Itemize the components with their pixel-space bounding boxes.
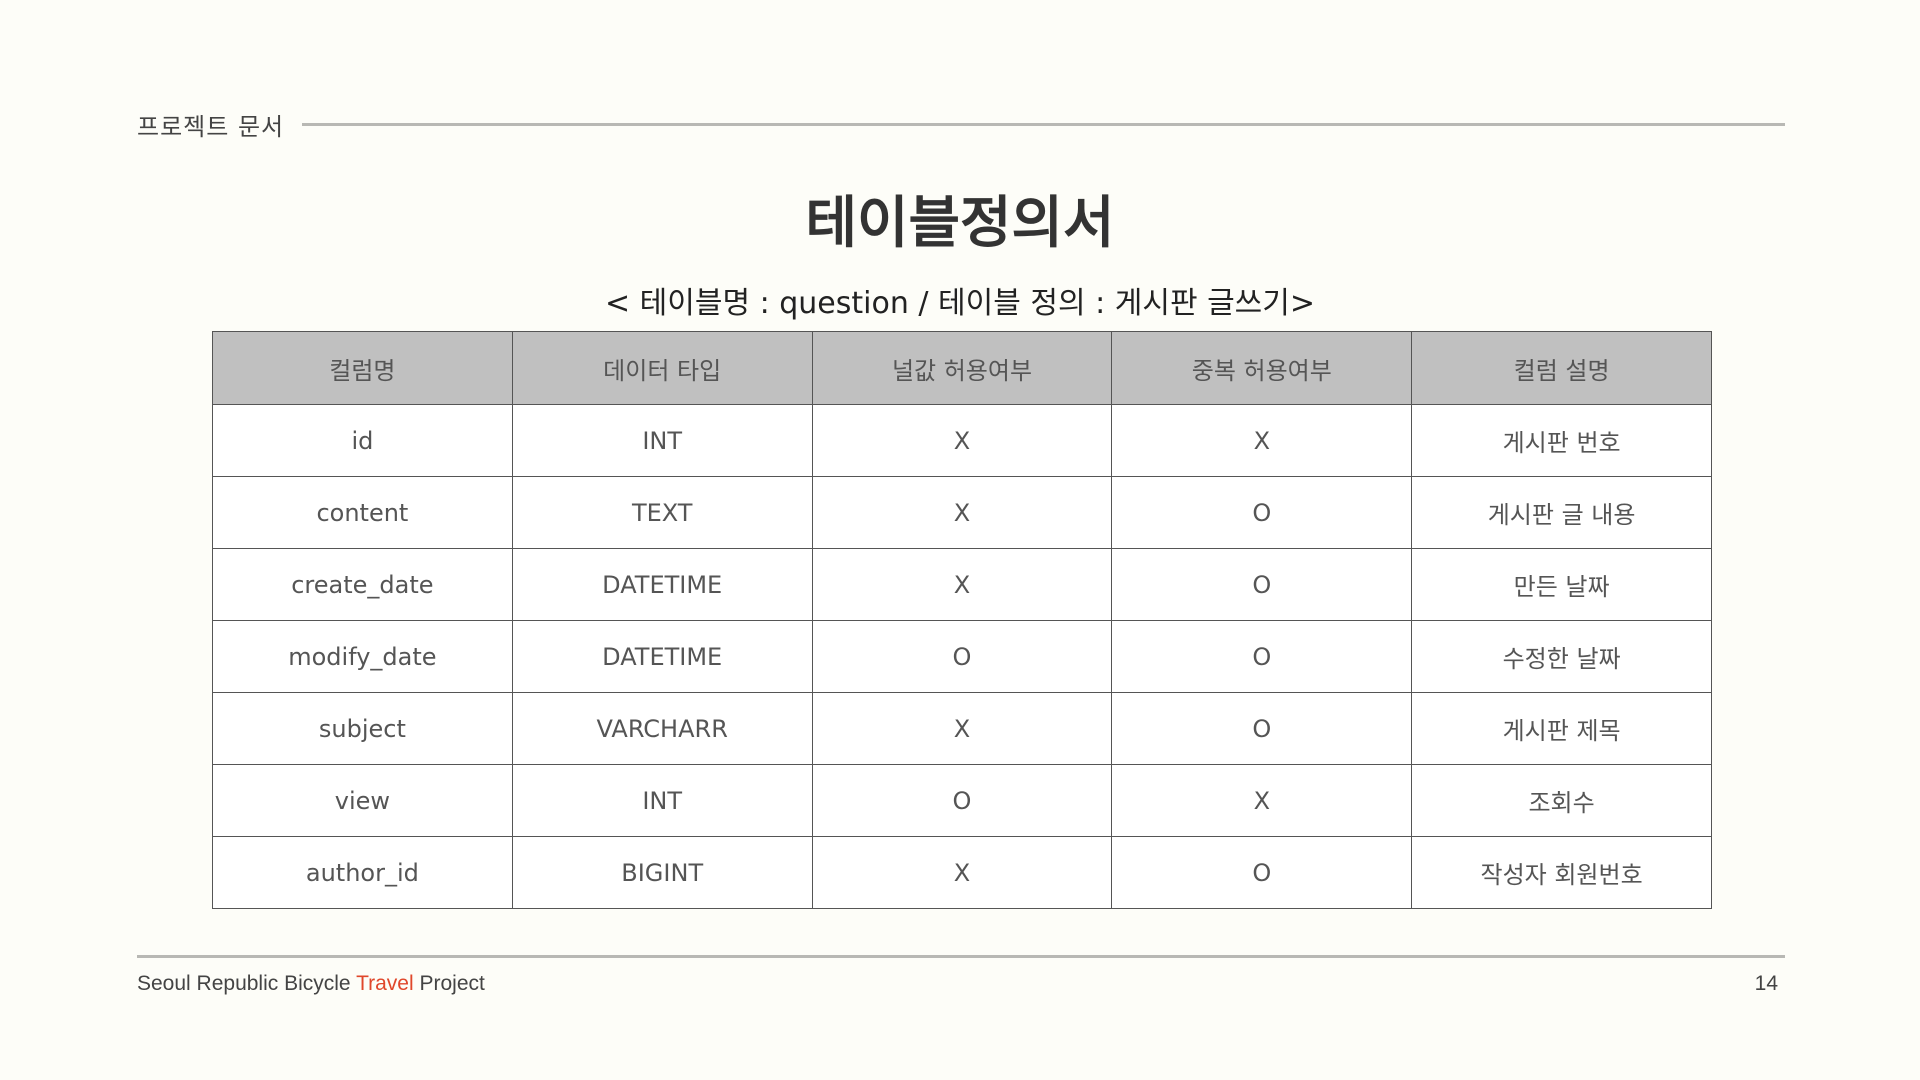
- cell-description: 조회수: [1411, 764, 1712, 837]
- cell-nullable: X: [811, 692, 1113, 765]
- cell-description: 작성자 회원번호: [1411, 836, 1712, 909]
- cell-column-name: subject: [212, 692, 513, 765]
- cell-nullable: O: [811, 764, 1113, 837]
- cell-data-type: TEXT: [511, 476, 813, 549]
- project-name-accent: Travel: [356, 972, 414, 995]
- project-name-prefix: Seoul Republic Bicycle: [137, 972, 357, 995]
- page-number: 14: [1754, 972, 1778, 995]
- column-header-nullable: 널값 허용여부: [811, 331, 1113, 405]
- cell-description: 수정한 날짜: [1411, 620, 1712, 693]
- cell-column-name: id: [212, 404, 513, 477]
- cell-duplicate: O: [1111, 620, 1413, 693]
- cell-column-name: modify_date: [212, 620, 513, 693]
- cell-nullable: X: [811, 404, 1113, 477]
- cell-nullable: O: [811, 620, 1113, 693]
- footer-project-name: Seoul Republic Bicycle Travel Project: [137, 972, 485, 996]
- cell-nullable: X: [811, 548, 1113, 621]
- cell-duplicate: O: [1111, 692, 1413, 765]
- document-type-label: 프로젝트 문서: [137, 112, 285, 141]
- footer-divider: [137, 955, 1785, 958]
- table-row: author_id BIGINT X O 작성자 회원번호: [212, 836, 1712, 909]
- table-row: modify_date DATETIME O O 수정한 날짜: [212, 620, 1712, 693]
- cell-column-name: view: [212, 764, 513, 837]
- cell-duplicate: O: [1111, 476, 1413, 549]
- cell-data-type: VARCHARR: [511, 692, 813, 765]
- table-row: view INT O X 조회수: [212, 764, 1712, 837]
- table-row: content TEXT X O 게시판 글 내용: [212, 476, 1712, 549]
- cell-data-type: INT: [511, 764, 813, 837]
- cell-duplicate: X: [1111, 764, 1413, 837]
- table-row: id INT X X 게시판 번호: [212, 404, 1712, 477]
- cell-nullable: X: [811, 476, 1113, 549]
- cell-data-type: INT: [511, 404, 813, 477]
- cell-description: 게시판 글 내용: [1411, 476, 1712, 549]
- cell-data-type: DATETIME: [511, 548, 813, 621]
- cell-column-name: create_date: [212, 548, 513, 621]
- column-header-name: 컬럼명: [212, 331, 513, 405]
- project-name-suffix: Project: [413, 972, 485, 995]
- cell-description: 게시판 번호: [1411, 404, 1712, 477]
- table-subtitle: < 테이블명 : question / 테이블 정의 : 게시판 글쓰기>: [604, 286, 1316, 321]
- cell-column-name: author_id: [212, 836, 513, 909]
- column-header-type: 데이터 타입: [511, 331, 813, 405]
- column-header-description: 컬럼 설명: [1411, 331, 1712, 405]
- cell-description: 게시판 제목: [1411, 692, 1712, 765]
- column-header-duplicate: 중복 허용여부: [1111, 331, 1413, 405]
- cell-nullable: X: [811, 836, 1113, 909]
- table-header-row: 컬럼명 데이터 타입 널값 허용여부 중복 허용여부 컬럼 설명: [212, 331, 1712, 405]
- cell-description: 만든 날짜: [1411, 548, 1712, 621]
- page-title: 테이블정의서: [805, 191, 1115, 256]
- table-definition: 컬럼명 데이터 타입 널값 허용여부 중복 허용여부 컬럼 설명 id INT …: [212, 331, 1712, 909]
- cell-column-name: content: [212, 476, 513, 549]
- cell-duplicate: O: [1111, 548, 1413, 621]
- table-row: subject VARCHARR X O 게시판 제목: [212, 692, 1712, 765]
- cell-data-type: BIGINT: [511, 836, 813, 909]
- cell-duplicate: X: [1111, 404, 1413, 477]
- document-header: 프로젝트 문서: [137, 106, 1785, 142]
- table-row: create_date DATETIME X O 만든 날짜: [212, 548, 1712, 621]
- cell-data-type: DATETIME: [511, 620, 813, 693]
- header-divider: [302, 122, 1785, 126]
- cell-duplicate: O: [1111, 836, 1413, 909]
